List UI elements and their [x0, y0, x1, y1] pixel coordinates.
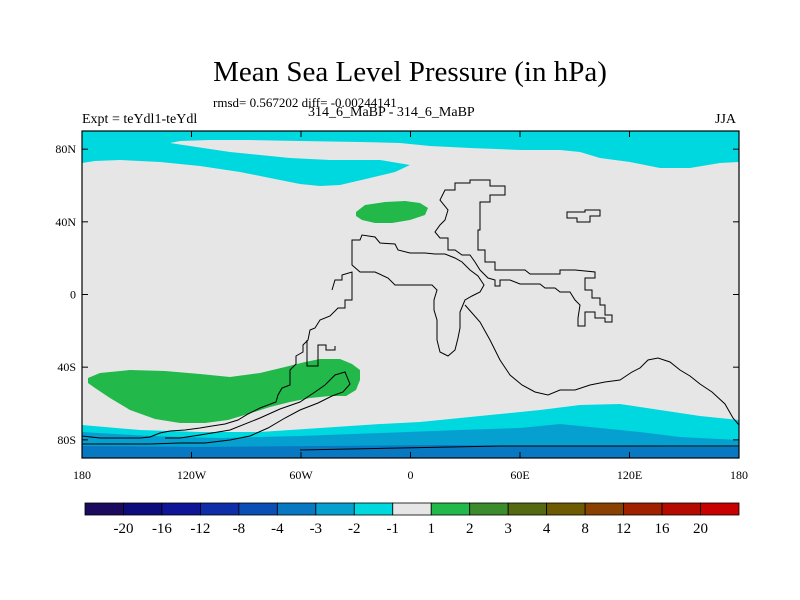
- positive-anomaly-north-atlantic: [356, 201, 428, 223]
- southern-negative-band-3: [82, 445, 739, 458]
- coastline-island-1: [566, 209, 601, 223]
- colorbar-label: -16: [152, 521, 172, 537]
- colorbar-swatch: [469, 502, 509, 516]
- colorbar-swatch: [276, 502, 317, 516]
- x-tick-label: 120W: [177, 468, 207, 482]
- coastline-east: [464, 304, 739, 426]
- colorbar-label: 1: [427, 521, 435, 537]
- coastline-africa: [351, 234, 485, 357]
- colorbar-swatch: [200, 502, 240, 516]
- y-tick-label: 0: [70, 288, 76, 302]
- colorbar-swatch: [430, 502, 471, 516]
- coastline-layer: [82, 179, 739, 451]
- chart-title: Mean Sea Level Pressure (in hPa): [213, 56, 607, 88]
- colorbar-label: 20: [693, 521, 708, 537]
- colorbar-swatch: [623, 502, 663, 516]
- colorbar-label: -1: [387, 521, 400, 537]
- x-tick-label: 180: [730, 468, 748, 482]
- colorbar-label: -2: [348, 521, 361, 537]
- colorbar-swatch: [123, 502, 163, 516]
- colorbar-label: 8: [581, 521, 589, 537]
- coastline-south-atlantic: [299, 445, 739, 451]
- colorbar-swatch: [584, 502, 624, 516]
- y-tick-label: 40S: [57, 360, 76, 374]
- coastline-antarctic-margin: [82, 371, 351, 445]
- colorbar-swatch: [661, 502, 701, 516]
- colorbar-label: 16: [655, 521, 671, 537]
- axes: 180 120W 60W 0 60E 120E 180 80N 40N 0 40S 80S: [55, 131, 748, 482]
- stats-text: rmsd= 0.567202 diff= -0.00244141: [213, 95, 397, 110]
- colorbar-swatch: [353, 502, 394, 516]
- colorbar-swatch: [161, 502, 201, 516]
- colorbar-label: 12: [616, 521, 631, 537]
- colorbar-label: 2: [466, 521, 474, 537]
- case-label: 314_6_MaBP - 314_6_MaBP: [308, 105, 475, 120]
- colorbar-label: -3: [310, 521, 323, 537]
- x-tick-label: 0: [408, 468, 414, 482]
- x-tick-label: 120E: [617, 468, 642, 482]
- colorbar-label: 3: [504, 521, 512, 537]
- coastline-south-america: [82, 271, 353, 439]
- colorbar-label: 4: [543, 521, 551, 537]
- colorbar-label: -20: [113, 521, 133, 537]
- colorbar-swatch: [546, 502, 586, 516]
- colorbar-label: -8: [233, 521, 246, 537]
- colorbar-swatch: [84, 502, 124, 516]
- colorbar-label: -12: [190, 521, 210, 537]
- x-tick-label: 60E: [510, 468, 529, 482]
- colorbar-swatch: [700, 502, 740, 516]
- x-tick-label: 60W: [289, 468, 313, 482]
- experiment-label: Expt = teYdl1-teYdl: [82, 112, 198, 127]
- season-label: JJA: [715, 112, 737, 127]
- positive-anomaly-south-pacific: [88, 359, 360, 423]
- colorbar-label: -4: [271, 521, 284, 537]
- x-tick-label: 180: [73, 468, 91, 482]
- coastline-island-2: [306, 340, 336, 367]
- coastline-main: [434, 179, 613, 327]
- y-tick-label: 80N: [55, 142, 76, 156]
- y-tick-label: 40N: [55, 215, 76, 229]
- colorbar-swatch: [315, 502, 355, 516]
- field-layer: [82, 131, 739, 458]
- colorbar-swatch: [392, 502, 432, 516]
- colorbar-swatch: [507, 502, 548, 516]
- y-tick-label: 80S: [57, 433, 76, 447]
- arctic-negative-region: [82, 131, 739, 186]
- colorbar: -20 -16 -12 -8 -4 -3 -2 -1 1 2 3 4 8 12 16 20: [84, 502, 740, 537]
- colorbar-swatch: [238, 502, 278, 516]
